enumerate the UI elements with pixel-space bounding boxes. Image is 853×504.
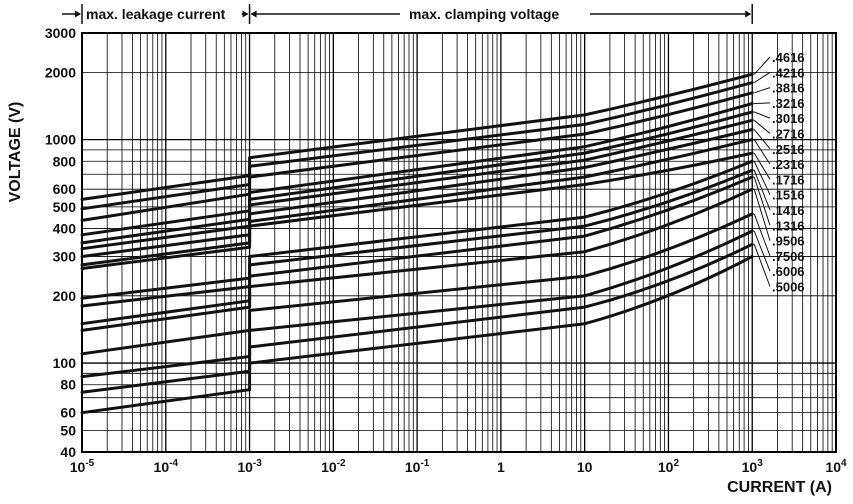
series-line-unlabeled bbox=[80, 255, 754, 415]
label-leader bbox=[753, 213, 771, 257]
series-label: .4616 bbox=[772, 50, 805, 65]
series-line-1316 bbox=[80, 175, 754, 326]
y-tick-label: 100 bbox=[53, 355, 77, 371]
series-label: .3016 bbox=[772, 111, 805, 126]
y-axis-title: VOLTAGE (V) bbox=[7, 102, 24, 203]
series-label: .1316 bbox=[772, 218, 805, 233]
series-line-3816 bbox=[80, 91, 754, 222]
label-leader bbox=[753, 139, 771, 165]
range-arrowhead bbox=[250, 10, 257, 18]
series-line-6006 bbox=[80, 229, 754, 379]
label-leader bbox=[753, 244, 771, 287]
series-label: .9506 bbox=[772, 234, 805, 249]
y-tick-label: 3000 bbox=[45, 25, 76, 41]
series-line-5006 bbox=[80, 242, 754, 394]
x-tick-label: 10-4 bbox=[154, 458, 179, 475]
series-label: .6006 bbox=[772, 264, 805, 279]
series-line-2716 bbox=[80, 118, 754, 251]
y-tick-label: 50 bbox=[60, 422, 76, 438]
range-arrowhead bbox=[75, 10, 81, 18]
y-tick-label: 800 bbox=[53, 153, 77, 169]
label-leader bbox=[753, 119, 771, 134]
series-line-4616 bbox=[80, 72, 754, 201]
x-tick-label: 10-3 bbox=[237, 458, 262, 475]
series-line-2516 bbox=[80, 128, 754, 258]
x-tick-label: 103 bbox=[742, 458, 764, 475]
y-tick-label: 1000 bbox=[45, 132, 76, 148]
series-line-3216 bbox=[80, 102, 754, 237]
label-leader bbox=[753, 176, 771, 226]
series-line-9506 bbox=[80, 187, 754, 332]
range-arrowhead bbox=[242, 10, 249, 18]
range-label-clamping: max. clamping voltage bbox=[409, 6, 559, 22]
label-leader bbox=[754, 111, 771, 119]
series-label: .2716 bbox=[772, 127, 805, 142]
y-tick-label: 400 bbox=[53, 221, 77, 237]
series-line-2316 bbox=[80, 138, 754, 267]
label-leader bbox=[753, 161, 771, 195]
label-leader bbox=[753, 129, 771, 150]
series-line-1516 bbox=[80, 159, 754, 300]
series-line-1416 bbox=[80, 168, 754, 308]
label-leader bbox=[753, 189, 771, 241]
x-axis-title: CURRENT (A) bbox=[727, 479, 832, 496]
range-label-leakage: max. leakage current bbox=[86, 6, 226, 22]
series-label: .2516 bbox=[772, 142, 805, 157]
x-tick-label: 104 bbox=[825, 458, 847, 475]
label-leader bbox=[754, 87, 771, 94]
y-tick-label: 500 bbox=[53, 199, 77, 215]
series-line-3016 bbox=[80, 110, 754, 245]
range-arrowhead bbox=[745, 10, 752, 18]
label-leader bbox=[753, 230, 771, 272]
series-label: .1716 bbox=[772, 172, 805, 187]
series-label: .4216 bbox=[772, 65, 805, 80]
series-label: .5006 bbox=[772, 280, 805, 295]
label-leader bbox=[753, 152, 771, 180]
label-leader bbox=[753, 71, 771, 83]
y-tick-label: 60 bbox=[60, 405, 76, 421]
y-tick-label: 200 bbox=[53, 288, 77, 304]
series-label: .1516 bbox=[772, 188, 805, 203]
y-tick-label: 80 bbox=[60, 377, 76, 393]
series-layer bbox=[80, 72, 754, 415]
x-tick-label: 102 bbox=[658, 458, 680, 475]
series-line-4216 bbox=[80, 81, 754, 211]
y-tick-label: 300 bbox=[53, 248, 77, 264]
range-annotations: max. leakage current max. clamping voltag… bbox=[62, 4, 753, 24]
y-tick-label: 600 bbox=[53, 181, 77, 197]
series-label: .2316 bbox=[772, 157, 805, 172]
x-tick-label: 10-1 bbox=[405, 458, 430, 475]
x-tick-label: 1 bbox=[497, 459, 505, 475]
y-tick-label: 40 bbox=[60, 444, 76, 460]
series-label: .3816 bbox=[772, 81, 805, 96]
label-leader bbox=[753, 56, 771, 75]
series-label: .1416 bbox=[772, 203, 805, 218]
x-tick-labels: 10-5 10-4 10-3 10-2 10-1 1 10 102 103 104 bbox=[70, 458, 847, 475]
x-tick-label: 10-2 bbox=[321, 458, 346, 475]
label-leader bbox=[754, 102, 771, 105]
series-label: .7506 bbox=[772, 249, 805, 264]
series-line-1716 bbox=[80, 151, 754, 270]
series-labels: .4616.4216.3816.3216.3016.2716.2516.2316… bbox=[753, 50, 805, 295]
x-tick-label: 10-5 bbox=[70, 458, 95, 475]
series-label: .3216 bbox=[772, 96, 805, 111]
label-leader bbox=[753, 169, 771, 211]
y-tick-label: 2000 bbox=[45, 64, 76, 80]
x-tick-label: 10 bbox=[577, 459, 593, 475]
series-line-7506 bbox=[80, 212, 754, 356]
